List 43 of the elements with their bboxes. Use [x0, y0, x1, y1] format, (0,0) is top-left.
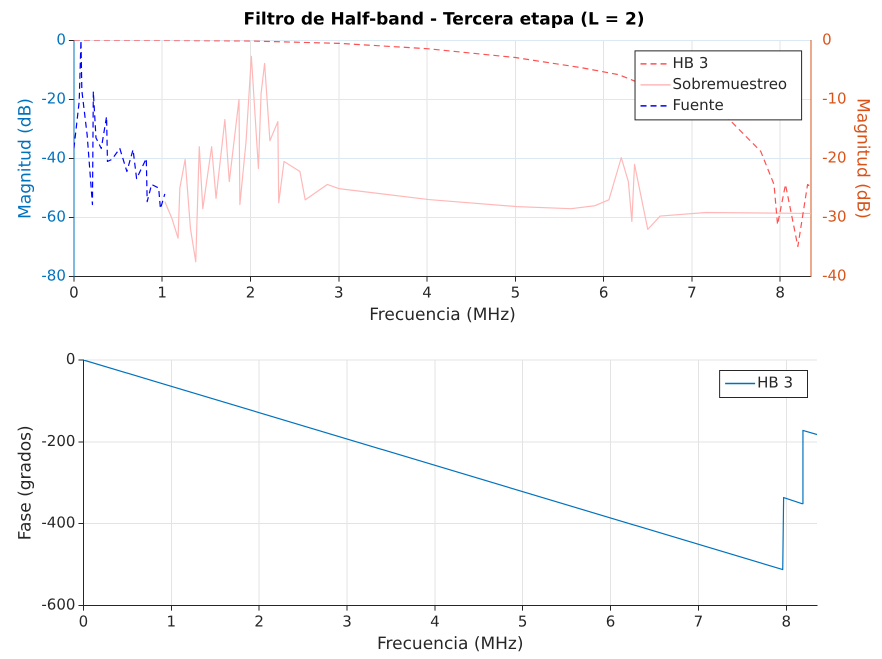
x-axis-title: Frecuencia (MHz)	[376, 634, 524, 654]
x-tick-label: 1	[166, 612, 176, 630]
x-tick-label: 4	[422, 283, 432, 302]
y-tick-label: -200	[41, 432, 76, 450]
x-axis-title: Frecuencia (MHz)	[369, 305, 516, 326]
x-tick-label: 2	[246, 283, 256, 302]
y-tick-label: -20	[41, 89, 66, 108]
chart-title: Filtro de Half-band - Tercera etapa (L = 2)	[243, 10, 645, 30]
y2-tick-label: -40	[822, 266, 847, 284]
x-tick-label: 2	[254, 612, 264, 630]
x-tick-label: 5	[510, 283, 520, 302]
x-tick-label: 3	[342, 612, 352, 630]
y-axis-title: Fase (grados)	[16, 425, 36, 540]
y-tick-label: -400	[41, 514, 76, 532]
legend-label: Fuente	[672, 96, 724, 114]
y-tick-label: 0	[66, 350, 76, 368]
x-tick-label: 6	[598, 283, 608, 302]
legend-label: HB 3	[672, 54, 708, 72]
x-tick-label: 8	[775, 283, 785, 302]
y2-tick-label: -20	[822, 148, 847, 166]
y2-axis-title: Magnitud (dB)	[852, 98, 872, 219]
y-tick-label: -80	[41, 266, 66, 284]
x-tick-label: 4	[430, 612, 440, 630]
line-series	[74, 40, 812, 248]
legend-label: Sobremuestreo	[672, 74, 788, 93]
y2-tick-label: -10	[822, 89, 847, 108]
y-tick-label: -40	[41, 148, 66, 166]
x-tick-label: 7	[694, 612, 704, 630]
x-tick-label: 8	[781, 612, 792, 630]
y-axis-title: Magnitud (dB)	[16, 98, 36, 219]
line-series	[74, 40, 166, 210]
x-tick-label: 1	[157, 283, 167, 302]
y-tick-label: -60	[41, 207, 66, 226]
y-tick-label: 0	[56, 30, 66, 48]
y2-tick-label: -30	[822, 207, 847, 226]
y-tick-label: -600	[41, 595, 76, 614]
x-tick-label: 3	[334, 283, 344, 302]
x-tick-label: 5	[518, 612, 528, 630]
x-tick-label: 0	[78, 612, 88, 630]
legend-label: HB 3	[757, 373, 794, 392]
x-tick-label: 7	[687, 283, 697, 302]
x-tick-label: 6	[606, 612, 616, 630]
y2-tick-label: 0	[822, 30, 832, 48]
